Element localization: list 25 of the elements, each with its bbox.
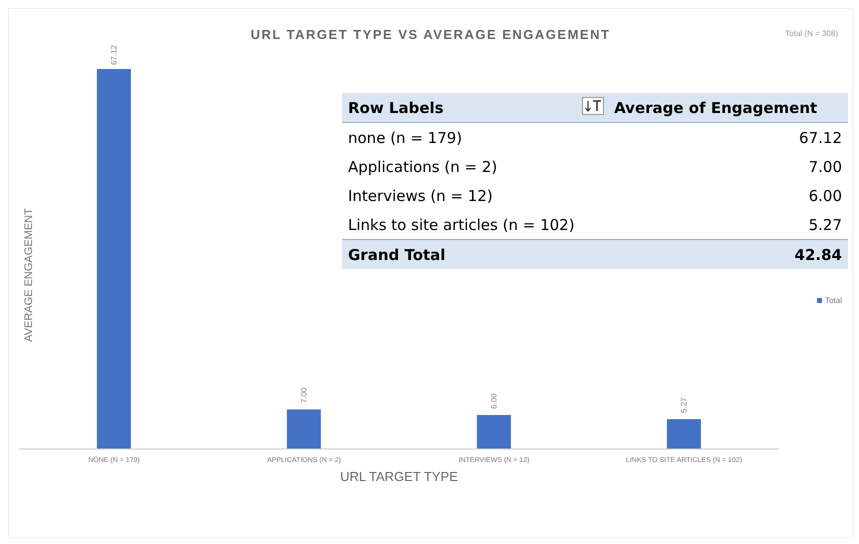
y-axis-title: AVERAGE ENGAGEMENT bbox=[23, 207, 35, 344]
data-label: 5.27 bbox=[679, 396, 688, 413]
annotation: Grand Total bbox=[347, 244, 446, 266]
text: 7.00 bbox=[808, 156, 843, 178]
text: 42.84 bbox=[794, 244, 843, 266]
text: 5.27 bbox=[808, 214, 843, 236]
annotation: Row Labels bbox=[347, 98, 445, 118]
annotation: Average of Engagement bbox=[613, 98, 818, 118]
text: 67.12 bbox=[798, 128, 843, 148]
data-label: 7.00 bbox=[299, 387, 308, 404]
annotation: none (n = 179) bbox=[347, 128, 464, 148]
annotation: Interviews (n = 12) bbox=[347, 186, 494, 206]
data-label: 67.12 bbox=[109, 44, 118, 66]
bar bbox=[476, 415, 511, 449]
bar bbox=[96, 69, 131, 449]
text: 6.00 bbox=[808, 186, 843, 206]
bar bbox=[286, 409, 321, 449]
data-label: 6.00 bbox=[489, 392, 498, 409]
legend-label: Total bbox=[824, 296, 842, 305]
chart-title: URL TARGET TYPE VS AVERAGE ENGAGEMENT bbox=[250, 27, 610, 42]
bar bbox=[666, 419, 701, 449]
annotation: Applications (n = 2) bbox=[347, 156, 498, 178]
x-axis-title: URL TARGET TYPE bbox=[340, 469, 458, 484]
text: Total (N = 308) bbox=[785, 29, 838, 38]
annotation: Links to site articles (n = 102) bbox=[347, 214, 576, 236]
